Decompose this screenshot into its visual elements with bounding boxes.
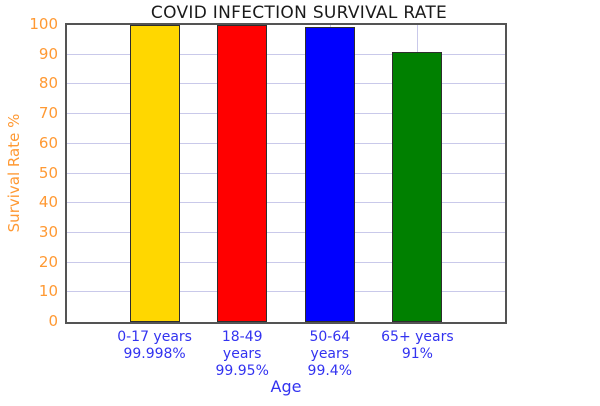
y-tick-label-60: 60	[38, 133, 58, 152]
gridline-y-50	[67, 172, 505, 174]
gridline-y-20	[67, 261, 505, 263]
y-tick-label-20: 20	[38, 252, 58, 271]
gridline-y-80	[67, 83, 505, 85]
y-tick-label-40: 40	[38, 193, 58, 212]
y-tick-label-10: 10	[38, 282, 58, 301]
y-tick-label-90: 90	[38, 44, 58, 63]
plot-area	[65, 23, 507, 324]
y-tick-label-80: 80	[38, 74, 58, 93]
bar-0-17-years	[129, 25, 180, 322]
gridline-y-10	[67, 291, 505, 293]
x-tick-label-1: 18-49 years 99.95%	[215, 329, 269, 379]
x-tick-label-2: 50-64 years 99.4%	[307, 329, 353, 379]
x-tick-label-0: 0-17 years 99.998%	[117, 329, 192, 362]
gridline-y-30	[67, 231, 505, 233]
chart-title: COVID INFECTION SURVIVAL RATE	[150, 3, 448, 23]
gridline-y-40	[67, 202, 505, 204]
y-tick-label-70: 70	[38, 104, 58, 123]
y-tick-label-100: 100	[29, 15, 58, 33]
y-tick-label-50: 50	[38, 163, 58, 182]
bar-50-64-years	[304, 26, 355, 322]
bar-18-49-years	[217, 25, 268, 322]
gridline-y-60	[67, 142, 505, 144]
y-tick-label-30: 30	[38, 222, 58, 241]
bar-65-years	[392, 51, 443, 322]
y-tick-label-0: 0	[48, 312, 58, 330]
x-axis-title: Age	[270, 377, 302, 396]
gridline-y-90	[67, 53, 505, 55]
x-tick-label-3: 65+ years 91%	[381, 329, 454, 362]
gridline-y-70	[67, 113, 505, 115]
